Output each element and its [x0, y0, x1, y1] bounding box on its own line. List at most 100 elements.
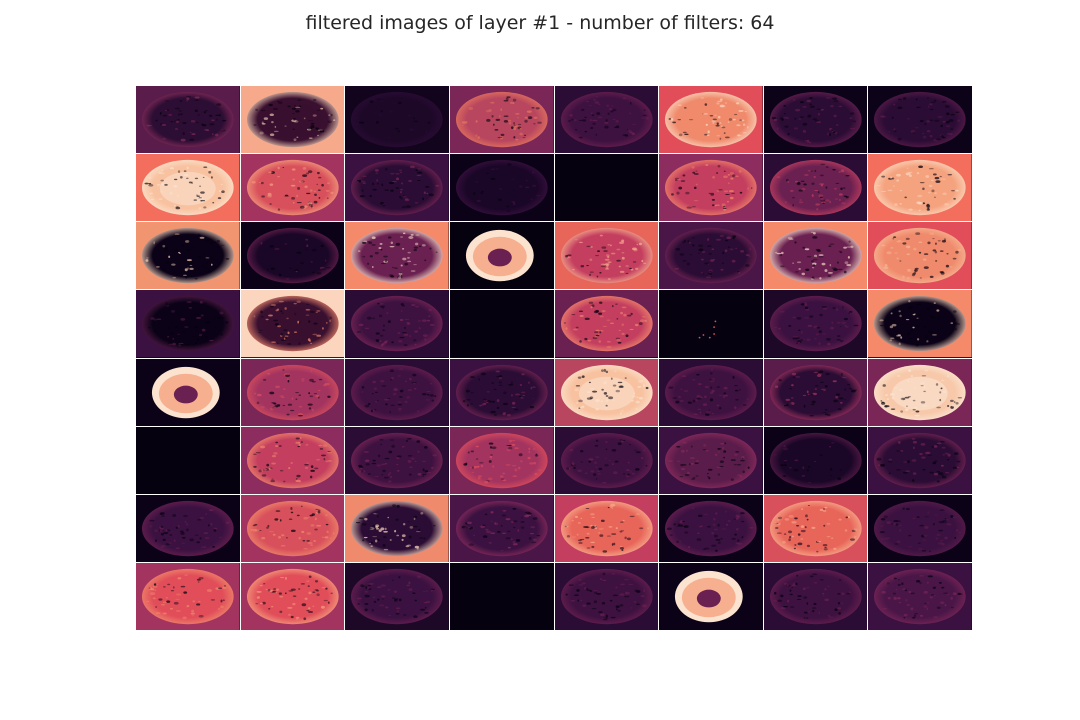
filter-image-38 — [659, 358, 763, 426]
figure-title: filtered images of layer #1 - number of … — [305, 12, 775, 34]
filter-image-18 — [240, 222, 345, 290]
filter-image-27 — [345, 290, 449, 358]
filter-tile-61 — [554, 562, 659, 630]
filter-image-45 — [554, 426, 659, 494]
filter-tile-31 — [763, 290, 868, 358]
filter-image-19 — [345, 222, 449, 290]
filter-tile-15 — [763, 154, 868, 222]
filter-image-41 — [136, 426, 240, 494]
filter-image-63 — [763, 562, 868, 630]
filter-tile-47 — [763, 426, 868, 494]
filter-image-21 — [554, 222, 659, 290]
filter-tile-51 — [345, 494, 449, 562]
filter-tile-41 — [136, 426, 240, 494]
filter-tile-6 — [659, 86, 763, 154]
filter-tile-11 — [345, 154, 449, 222]
filter-image-34 — [240, 358, 345, 426]
filter-image-48 — [868, 426, 972, 494]
filter-tile-17 — [136, 222, 240, 290]
filter-tile-21 — [554, 222, 659, 290]
filter-image-7 — [763, 86, 868, 154]
filter-image-13 — [554, 154, 659, 222]
filter-tile-23 — [763, 222, 868, 290]
filter-tile-35 — [345, 358, 449, 426]
filter-tile-50 — [240, 494, 345, 562]
filter-image-36 — [449, 358, 554, 426]
filter-image-51 — [345, 494, 449, 562]
filter-tile-58 — [240, 562, 345, 630]
filter-tile-27 — [345, 290, 449, 358]
filter-image-30 — [659, 290, 763, 358]
filter-image-49 — [136, 494, 240, 562]
filter-image-40 — [868, 358, 972, 426]
filter-image-22 — [659, 222, 763, 290]
filter-tile-2 — [240, 86, 345, 154]
filter-tile-56 — [868, 494, 972, 562]
filter-image-37 — [554, 358, 659, 426]
filter-tile-3 — [345, 86, 449, 154]
filter-image-33 — [136, 358, 240, 426]
filter-image-14 — [659, 154, 763, 222]
filter-image-50 — [240, 494, 345, 562]
filter-tile-33 — [136, 358, 240, 426]
filter-image-60 — [449, 562, 554, 630]
filter-image-25 — [136, 290, 240, 358]
filter-tile-44 — [449, 426, 554, 494]
filter-image-31 — [763, 290, 868, 358]
filter-image-47 — [763, 426, 868, 494]
filter-image-8 — [868, 86, 972, 154]
filter-image-54 — [659, 494, 763, 562]
filter-image-42 — [240, 426, 345, 494]
filter-tile-22 — [659, 222, 763, 290]
filter-tile-34 — [240, 358, 345, 426]
filter-image-6 — [659, 86, 763, 154]
filter-tile-43 — [345, 426, 449, 494]
filter-tile-46 — [659, 426, 763, 494]
filter-tile-64 — [868, 562, 972, 630]
filter-image-2 — [240, 86, 345, 154]
filter-tile-39 — [763, 358, 868, 426]
filter-tile-53 — [554, 494, 659, 562]
filter-tile-30 — [659, 290, 763, 358]
filter-image-17 — [136, 222, 240, 290]
filter-image-55 — [763, 494, 868, 562]
filter-tile-54 — [659, 494, 763, 562]
filter-image-43 — [345, 426, 449, 494]
filter-image-53 — [554, 494, 659, 562]
filter-image-64 — [868, 562, 972, 630]
filter-image-15 — [763, 154, 868, 222]
filter-tile-25 — [136, 290, 240, 358]
filter-tile-63 — [763, 562, 868, 630]
filter-image-24 — [868, 222, 972, 290]
filter-tile-36 — [449, 358, 554, 426]
filter-tile-57 — [136, 562, 240, 630]
filter-tile-13 — [554, 154, 659, 222]
filter-tile-12 — [449, 154, 554, 222]
filter-tile-9 — [136, 154, 240, 222]
filter-tile-55 — [763, 494, 868, 562]
filter-tile-49 — [136, 494, 240, 562]
filter-tile-42 — [240, 426, 345, 494]
filter-image-32 — [868, 290, 972, 358]
filter-tile-10 — [240, 154, 345, 222]
filter-image-58 — [240, 562, 345, 630]
filter-tile-4 — [449, 86, 554, 154]
filter-image-16 — [868, 154, 972, 222]
filter-image-57 — [136, 562, 240, 630]
filter-tile-40 — [868, 358, 972, 426]
filter-image-3 — [345, 86, 449, 154]
filter-tile-52 — [449, 494, 554, 562]
filter-image-56 — [868, 494, 972, 562]
filter-image-4 — [449, 86, 554, 154]
filter-image-1 — [136, 86, 240, 154]
filter-tile-59 — [345, 562, 449, 630]
filter-image-5 — [554, 86, 659, 154]
filter-tile-60 — [449, 562, 554, 630]
filter-image-61 — [554, 562, 659, 630]
filter-image-44 — [449, 426, 554, 494]
filter-tile-32 — [868, 290, 972, 358]
filter-image-grid — [136, 86, 972, 630]
filter-tile-48 — [868, 426, 972, 494]
filter-image-11 — [345, 154, 449, 222]
filter-tile-24 — [868, 222, 972, 290]
